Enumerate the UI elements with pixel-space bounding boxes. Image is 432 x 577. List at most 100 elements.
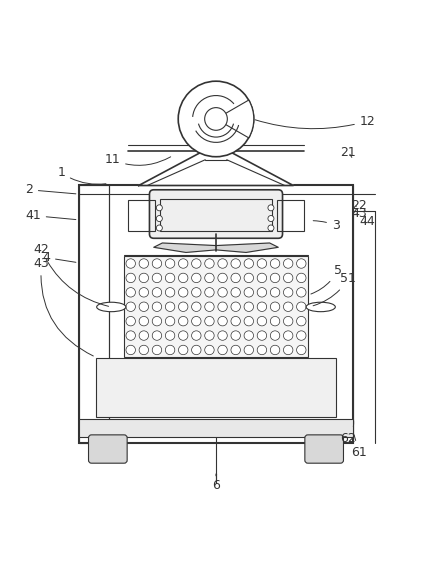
Circle shape <box>297 331 306 340</box>
Text: 41: 41 <box>25 209 76 222</box>
Circle shape <box>231 273 240 283</box>
Circle shape <box>205 273 214 283</box>
Circle shape <box>297 302 306 312</box>
Bar <box>124 256 308 357</box>
Circle shape <box>152 345 162 355</box>
Circle shape <box>218 259 227 268</box>
Circle shape <box>257 273 267 283</box>
Circle shape <box>205 302 214 312</box>
Text: 22: 22 <box>351 199 367 212</box>
Circle shape <box>218 287 227 297</box>
Circle shape <box>244 259 254 268</box>
Circle shape <box>297 287 306 297</box>
Text: 43: 43 <box>34 257 93 356</box>
Text: 51: 51 <box>313 272 356 306</box>
FancyBboxPatch shape <box>305 435 343 463</box>
Circle shape <box>257 287 267 297</box>
Text: 11: 11 <box>105 153 171 166</box>
Ellipse shape <box>306 302 335 312</box>
Bar <box>160 199 272 231</box>
Circle shape <box>178 287 188 297</box>
Text: 2: 2 <box>25 183 76 196</box>
Circle shape <box>231 331 240 340</box>
Circle shape <box>165 287 175 297</box>
Circle shape <box>192 287 201 297</box>
Circle shape <box>231 345 240 355</box>
Text: 21: 21 <box>340 145 356 159</box>
Text: 6: 6 <box>212 474 219 492</box>
Circle shape <box>192 331 201 340</box>
Polygon shape <box>139 151 293 185</box>
Circle shape <box>139 259 149 268</box>
Circle shape <box>192 302 201 312</box>
Circle shape <box>139 316 149 326</box>
Circle shape <box>205 345 214 355</box>
Circle shape <box>205 331 214 340</box>
Circle shape <box>268 205 274 211</box>
Circle shape <box>152 331 162 340</box>
FancyBboxPatch shape <box>89 435 127 463</box>
Circle shape <box>152 287 162 297</box>
Circle shape <box>218 316 227 326</box>
Circle shape <box>270 273 280 283</box>
Circle shape <box>268 225 274 231</box>
Circle shape <box>297 345 306 355</box>
Circle shape <box>126 316 135 326</box>
Circle shape <box>192 316 201 326</box>
Circle shape <box>270 316 280 326</box>
Text: 1: 1 <box>57 166 106 184</box>
Circle shape <box>192 345 201 355</box>
Circle shape <box>283 273 293 283</box>
Circle shape <box>270 331 280 340</box>
Circle shape <box>283 259 293 268</box>
Circle shape <box>156 205 162 211</box>
Circle shape <box>178 316 188 326</box>
Circle shape <box>257 345 267 355</box>
Circle shape <box>152 316 162 326</box>
Circle shape <box>218 345 227 355</box>
Circle shape <box>152 302 162 312</box>
Text: 5: 5 <box>311 264 342 294</box>
Circle shape <box>205 316 214 326</box>
Circle shape <box>268 216 274 222</box>
Circle shape <box>244 287 254 297</box>
Text: 44: 44 <box>360 215 375 228</box>
Text: 42: 42 <box>34 243 108 306</box>
Circle shape <box>283 331 293 340</box>
Circle shape <box>165 259 175 268</box>
Circle shape <box>270 345 280 355</box>
Bar <box>96 358 336 417</box>
Circle shape <box>192 273 201 283</box>
Circle shape <box>205 287 214 297</box>
Circle shape <box>156 225 162 231</box>
Circle shape <box>297 273 306 283</box>
Circle shape <box>192 259 201 268</box>
Circle shape <box>126 302 135 312</box>
Polygon shape <box>154 243 216 253</box>
Circle shape <box>218 302 227 312</box>
Polygon shape <box>216 243 278 253</box>
Circle shape <box>218 331 227 340</box>
Circle shape <box>165 316 175 326</box>
Circle shape <box>156 216 162 222</box>
Text: 43: 43 <box>351 207 367 220</box>
Circle shape <box>205 108 227 130</box>
Circle shape <box>178 302 188 312</box>
Text: 12: 12 <box>255 115 375 129</box>
Circle shape <box>205 259 214 268</box>
Circle shape <box>126 259 135 268</box>
Circle shape <box>178 81 254 157</box>
Circle shape <box>283 287 293 297</box>
Circle shape <box>244 331 254 340</box>
Ellipse shape <box>97 302 126 312</box>
Bar <box>79 418 353 437</box>
Text: 62: 62 <box>340 421 356 445</box>
Circle shape <box>139 302 149 312</box>
Circle shape <box>165 273 175 283</box>
Circle shape <box>178 273 188 283</box>
Circle shape <box>244 345 254 355</box>
Bar <box>127 200 155 231</box>
Circle shape <box>178 259 188 268</box>
Circle shape <box>231 316 240 326</box>
Circle shape <box>165 331 175 340</box>
